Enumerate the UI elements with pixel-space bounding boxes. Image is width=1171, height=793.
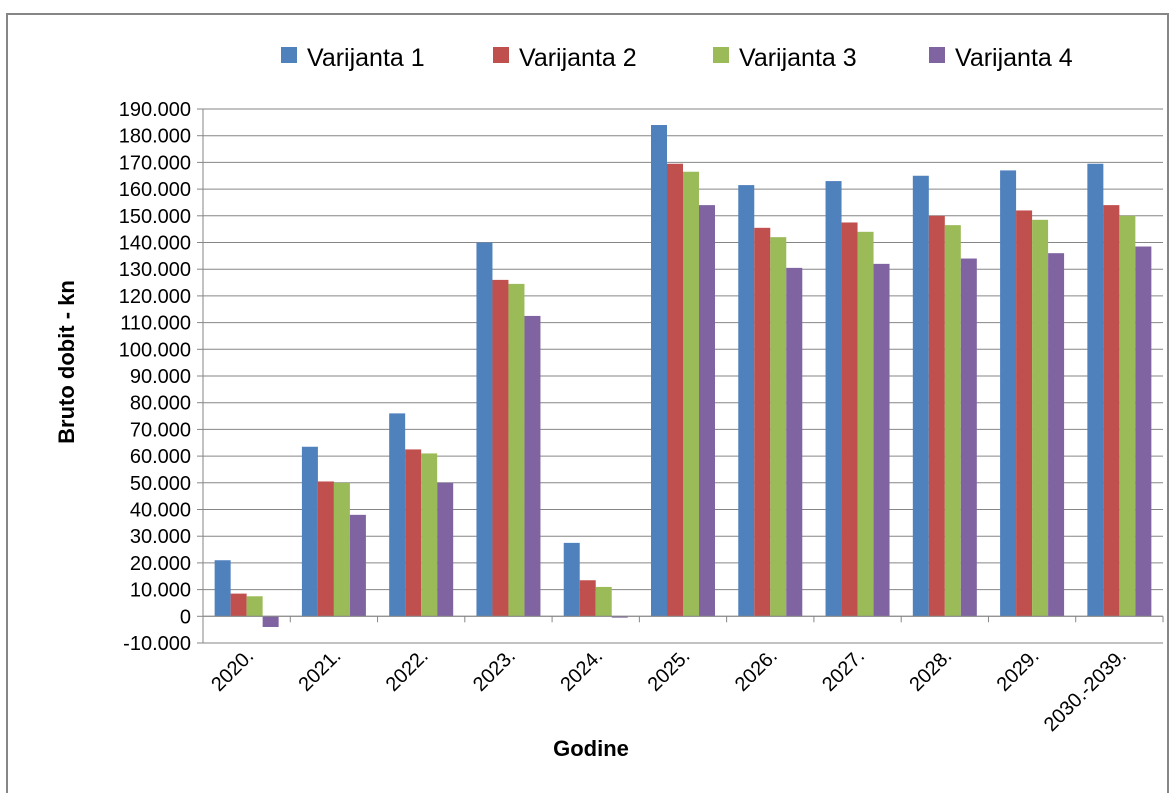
bar xyxy=(944,225,961,617)
legend-swatch xyxy=(493,47,509,63)
x-axis-ticks: 2020. 2021. 2022. 2023. 2024. 2025. 2026. 2027.… xyxy=(207,616,1164,736)
x-tick-label: 2024. xyxy=(556,645,607,696)
bar xyxy=(770,237,787,617)
bar xyxy=(1032,219,1049,617)
bar xyxy=(508,283,525,617)
bar xyxy=(492,279,509,617)
bar xyxy=(754,227,771,617)
x-tick-label: 2028. xyxy=(905,645,956,696)
bar xyxy=(405,449,422,617)
bar xyxy=(841,222,858,617)
bar xyxy=(1087,163,1104,617)
y-tick-label: -10.000 xyxy=(123,633,191,655)
bar xyxy=(1119,215,1136,617)
x-tick-label: 2021. xyxy=(294,645,345,696)
y-axis-title: Bruto dobit - kn xyxy=(54,280,79,444)
bar xyxy=(1048,253,1065,617)
y-tick-label: 120.000 xyxy=(119,286,191,308)
bar xyxy=(1103,205,1120,617)
y-tick-label: 70.000 xyxy=(130,419,191,441)
bar xyxy=(912,175,929,617)
bar xyxy=(563,542,580,617)
bar xyxy=(699,205,715,617)
y-axis-ticks: -10.000 0 10.000 20.000 30.000 40.000 50.000 60… xyxy=(119,99,203,655)
bar xyxy=(389,413,406,617)
x-tick-label: 2030.-2039. xyxy=(1040,645,1131,736)
x-tick-label: 2022. xyxy=(382,645,433,696)
bar xyxy=(667,163,683,617)
y-tick-label: 80.000 xyxy=(130,393,191,415)
x-tick-label: 2025. xyxy=(644,645,695,696)
bar xyxy=(1135,246,1152,617)
y-tick-label: 60.000 xyxy=(130,446,191,468)
bars xyxy=(214,125,1152,627)
bar xyxy=(230,593,247,617)
legend-label: Varijanta 2 xyxy=(519,44,637,72)
y-tick-label: 190.000 xyxy=(119,99,191,121)
bar xyxy=(683,171,699,617)
bar xyxy=(1000,170,1017,617)
legend-label: Varijanta 4 xyxy=(955,44,1073,72)
bar xyxy=(579,580,596,617)
bar xyxy=(333,482,350,617)
x-tick-label: 2027. xyxy=(818,645,869,696)
bar xyxy=(246,596,263,617)
legend-swatch xyxy=(929,47,945,63)
y-tick-label: 170.000 xyxy=(119,152,191,174)
legend: Varijanta 1 Varijanta 2 Varijanta 3 Varijan… xyxy=(281,44,1073,72)
y-tick-label: 0 xyxy=(180,606,191,628)
bar xyxy=(928,215,945,617)
bar xyxy=(476,242,493,617)
x-tick-label: 2029. xyxy=(993,645,1044,696)
bar xyxy=(421,453,438,617)
bar xyxy=(651,125,667,617)
bar xyxy=(301,446,318,617)
bar xyxy=(317,481,334,617)
bar xyxy=(1016,210,1033,617)
y-tick-label: 180.000 xyxy=(119,126,191,148)
bar xyxy=(611,616,628,618)
y-tick-label: 140.000 xyxy=(119,233,191,255)
y-tick-label: 150.000 xyxy=(119,206,191,228)
y-tick-label: 110.000 xyxy=(120,313,191,335)
legend-label: Varijanta 3 xyxy=(739,44,857,72)
bar xyxy=(786,267,803,617)
legend-swatch xyxy=(713,47,729,63)
bar xyxy=(437,482,454,617)
x-tick-label: 2026. xyxy=(731,645,782,696)
bar xyxy=(524,315,541,617)
x-axis-title: Godine xyxy=(553,736,629,761)
y-tick-label: 100.000 xyxy=(119,339,191,361)
bar xyxy=(873,263,890,617)
bar xyxy=(857,231,874,617)
y-tick-label: 50.000 xyxy=(130,473,191,495)
y-tick-label: 130.000 xyxy=(119,259,191,281)
legend-label: Varijanta 1 xyxy=(307,44,425,72)
bar xyxy=(825,181,842,617)
y-tick-label: 20.000 xyxy=(130,553,191,575)
x-tick-label: 2020. xyxy=(207,645,258,696)
y-tick-label: 160.000 xyxy=(119,179,191,201)
bar xyxy=(595,586,612,617)
bar xyxy=(960,258,977,617)
axes xyxy=(202,109,1163,643)
legend-swatch xyxy=(281,47,297,63)
bar xyxy=(262,616,279,627)
x-tick-label: 2023. xyxy=(469,645,520,696)
bar xyxy=(349,514,366,617)
bar xyxy=(214,560,231,617)
y-tick-label: 10.000 xyxy=(130,580,191,602)
y-tick-label: 90.000 xyxy=(130,366,191,388)
y-tick-label: 30.000 xyxy=(130,526,191,548)
y-tick-label: 40.000 xyxy=(130,500,191,522)
bar xyxy=(738,185,755,617)
